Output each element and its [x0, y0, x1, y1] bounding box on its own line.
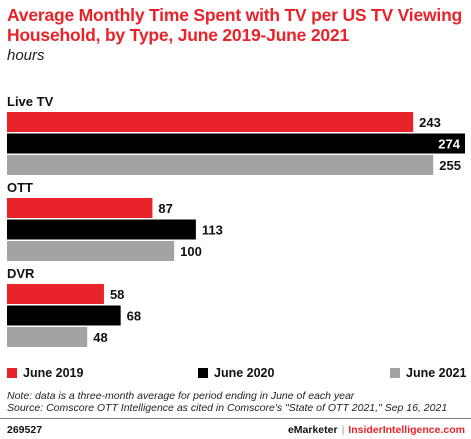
- value-label-ott-june-2021: 100: [180, 244, 202, 259]
- legend-label-june-2019: June 2019: [23, 366, 84, 380]
- chart-id: 269527: [7, 424, 43, 436]
- legend-label-june-2020: June 2020: [214, 366, 275, 380]
- bar-ott-june-2021: [7, 241, 175, 261]
- value-label-live-tv-june-2021: 255: [439, 158, 461, 173]
- legend-item-june-2019: June 2019: [7, 366, 83, 380]
- category-label-ott: OTT: [7, 180, 33, 195]
- value-label-dvr-june-2019: 58: [110, 287, 124, 302]
- category-label-live-tv: Live TV: [7, 94, 54, 109]
- category-label-dvr: DVR: [7, 266, 35, 281]
- bar-live-tv-june-2020: [7, 133, 465, 154]
- source-text: Source: Comscore OTT Intelligence as cit…: [7, 402, 448, 414]
- footer-brand: eMarketer | InsiderIntelligence.com: [288, 424, 465, 436]
- legend-label-june-2021: June 2021: [406, 366, 467, 380]
- value-label-dvr-june-2020: 68: [127, 309, 141, 324]
- bar-live-tv-june-2019: [7, 112, 414, 132]
- legend-item-june-2021: June 2021: [390, 366, 466, 380]
- value-label-live-tv-june-2019: 243: [419, 115, 441, 130]
- value-label-live-tv-june-2020: 274: [438, 137, 460, 152]
- bar-dvr-june-2020: [7, 305, 121, 326]
- bar-dvr-june-2019: [7, 284, 104, 304]
- bar-live-tv-june-2021: [7, 155, 434, 175]
- legend-swatch-june-2020: [198, 368, 208, 378]
- value-label-ott-june-2020: 113: [202, 223, 223, 238]
- chart-title: Average Monthly Time Spent with TV per U…: [7, 5, 463, 45]
- legend-swatch-june-2019: [7, 368, 17, 378]
- brand-insider-intelligence: InsiderIntelligence.com: [348, 424, 465, 436]
- footnote: Note: data is a three-month average for …: [7, 390, 469, 414]
- legend-item-june-2020: June 2020: [198, 366, 274, 380]
- footer-divider: [0, 418, 471, 419]
- value-label-ott-june-2019: 87: [158, 201, 172, 216]
- bar-dvr-june-2021: [7, 327, 88, 347]
- chart-legend: June 2019 June 2020 June 2021: [0, 366, 471, 382]
- value-label-dvr-june-2021: 48: [93, 330, 107, 345]
- bar-ott-june-2019: [7, 198, 153, 218]
- legend-swatch-june-2021: [390, 368, 400, 378]
- chart-subtitle: hours: [7, 47, 45, 64]
- bar-ott-june-2020: [7, 219, 196, 240]
- brand-separator: |: [341, 424, 345, 436]
- note-text: Note: data is a three-month average for …: [7, 390, 355, 402]
- brand-emarketer: eMarketer: [287, 424, 338, 436]
